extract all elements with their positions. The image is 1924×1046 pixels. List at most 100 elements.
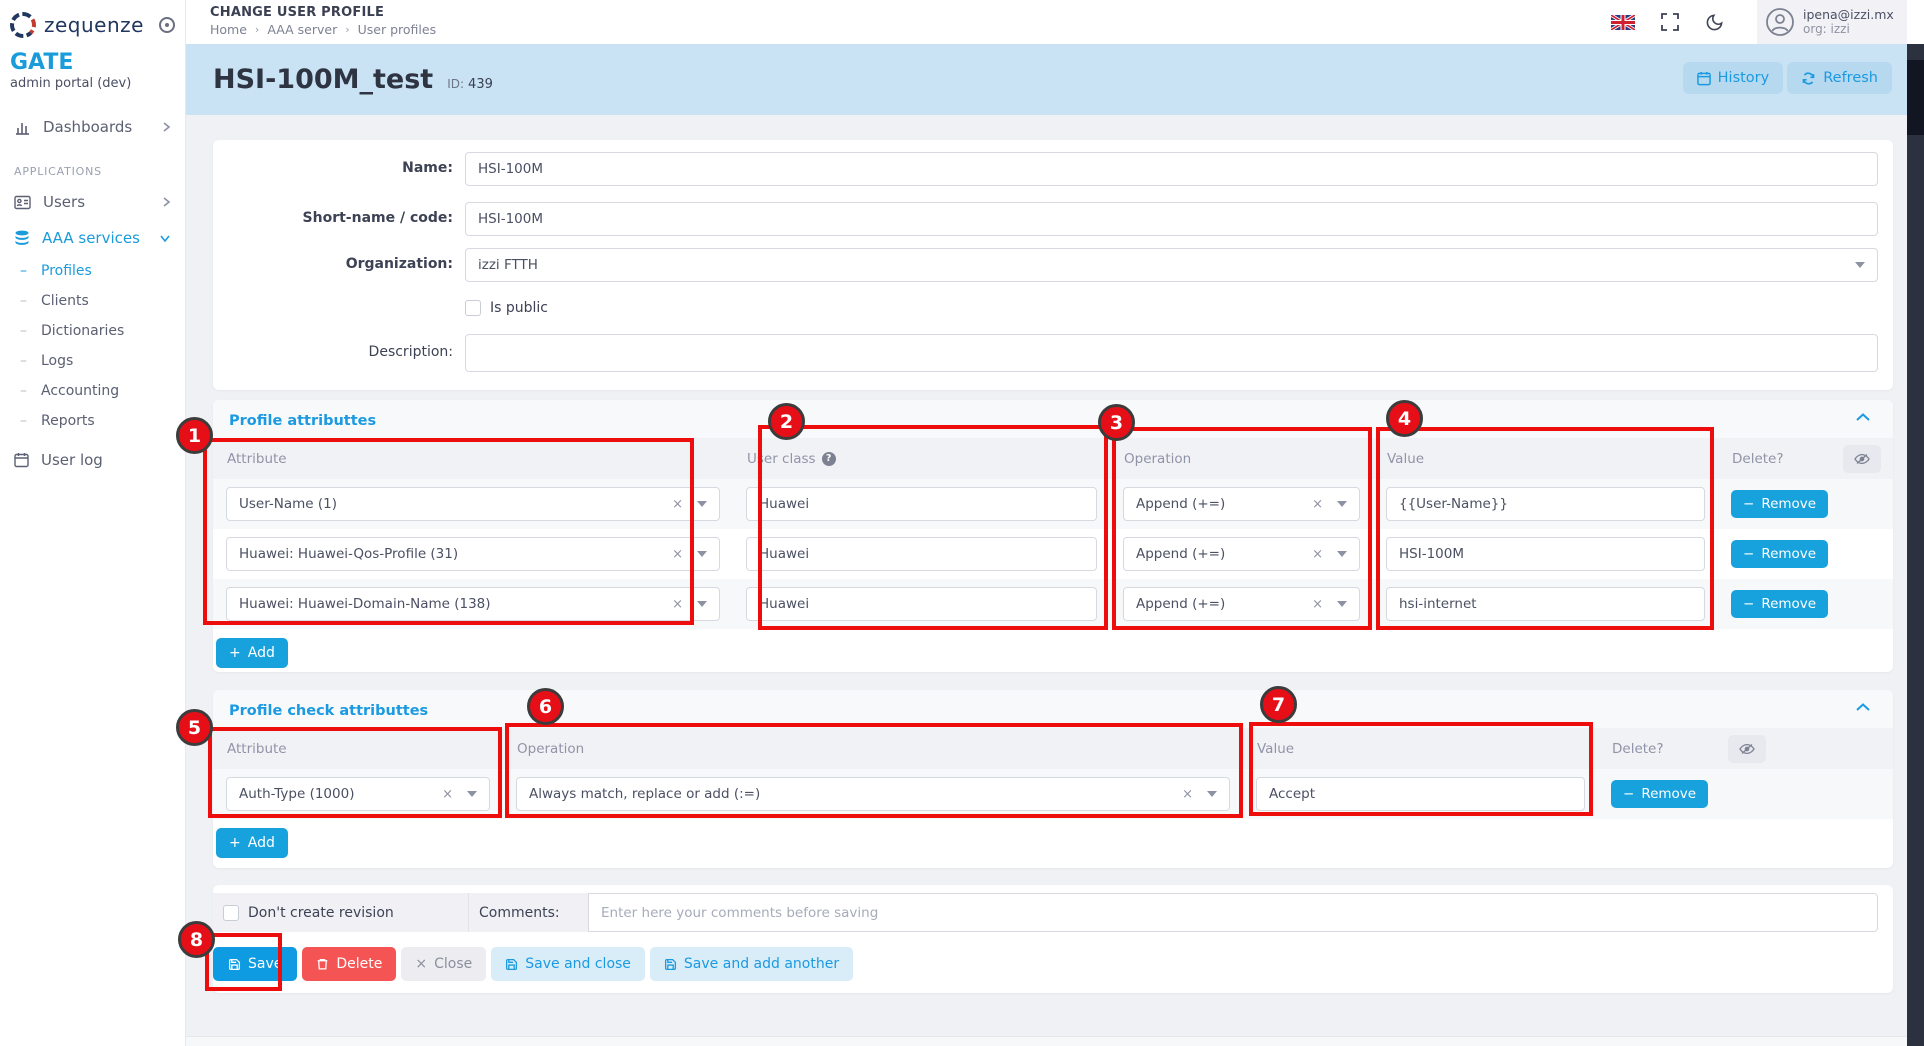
- operation-select[interactable]: Append (+=) ×: [1123, 537, 1360, 571]
- clear-icon[interactable]: ×: [672, 496, 683, 512]
- chevron-down-icon[interactable]: [697, 501, 707, 507]
- chevron-down-icon[interactable]: [697, 551, 707, 557]
- delete-button[interactable]: Delete: [302, 947, 397, 981]
- zequenze-ring-icon: [10, 12, 36, 38]
- moon-icon[interactable]: [1705, 13, 1724, 32]
- operation-select[interactable]: Append (+=) ×: [1123, 487, 1360, 521]
- sidebar-item-dashboards[interactable]: Dashboards: [0, 109, 185, 145]
- remove-button[interactable]: − Remove: [1611, 780, 1709, 808]
- profile-attributes-table: Attribute User class? Operation Value De…: [213, 438, 1893, 629]
- is-public-checkbox[interactable]: [465, 300, 481, 316]
- clear-icon[interactable]: ×: [1312, 596, 1323, 612]
- profile-check-attributes-card: Profile check attributtes Attribute Oper…: [213, 690, 1893, 868]
- add-check-attribute-button[interactable]: + Add: [216, 828, 288, 858]
- refresh-button[interactable]: Refresh: [1787, 62, 1892, 94]
- user-org: org: izzi: [1803, 22, 1850, 37]
- clear-icon[interactable]: ×: [1312, 496, 1323, 512]
- sidebar-item-profiles[interactable]: – Profiles: [0, 256, 185, 286]
- dont-create-revision-label: Don't create revision: [248, 904, 394, 921]
- chevron-down-icon[interactable]: [1207, 791, 1217, 797]
- close-button[interactable]: × Close: [401, 947, 487, 981]
- save-actions-card: Don't create revision Comments: Save Del…: [213, 885, 1893, 993]
- sidebar-item-accounting[interactable]: – Accounting: [0, 376, 185, 406]
- fullscreen-icon[interactable]: [1661, 13, 1679, 31]
- clear-icon[interactable]: ×: [672, 546, 683, 562]
- dont-create-revision-checkbox[interactable]: [223, 904, 239, 921]
- value-input[interactable]: {{User-Name}}: [1386, 487, 1705, 521]
- clear-icon[interactable]: ×: [1312, 546, 1323, 562]
- save-button[interactable]: Save: [213, 947, 298, 981]
- sidebar-item-dictionaries[interactable]: – Dictionaries: [0, 316, 185, 346]
- comments-input[interactable]: [588, 893, 1878, 932]
- add-attribute-button[interactable]: + Add: [216, 638, 288, 668]
- user-class-input[interactable]: Huawei: [746, 537, 1097, 571]
- breadcrumb-home[interactable]: Home: [210, 22, 247, 37]
- table-row: User-Name (1) × Huawei Append (+=) × {{Use…: [213, 479, 1893, 529]
- attribute-select[interactable]: User-Name (1) ×: [226, 487, 720, 521]
- clear-icon[interactable]: ×: [1182, 786, 1193, 802]
- short-name-input[interactable]: [465, 202, 1878, 236]
- user-menu[interactable]: ipena@izzi.mx org: izzi: [1757, 0, 1907, 44]
- toggle-visibility-button[interactable]: [1727, 734, 1766, 763]
- value-input[interactable]: hsi-internet: [1386, 587, 1705, 621]
- column-header-operation: Operation: [1124, 450, 1192, 467]
- sidebar-group-applications: APPLICATIONS: [14, 165, 102, 178]
- target-icon[interactable]: [159, 17, 175, 33]
- brand-logo[interactable]: zequenze: [0, 0, 185, 42]
- chevron-down-icon[interactable]: [1855, 262, 1865, 268]
- sidebar-item-aaa-services[interactable]: AAA services: [0, 220, 185, 256]
- scrollbar-thumb[interactable]: [1907, 60, 1924, 135]
- plus-icon: +: [229, 835, 241, 851]
- chevron-down-icon[interactable]: [467, 791, 477, 797]
- refresh-icon: [1802, 71, 1815, 85]
- description-input[interactable]: [465, 334, 1878, 372]
- profile-check-attributes-table: Attribute Operation Value Delete? Auth-T…: [213, 728, 1893, 819]
- save-and-add-another-button[interactable]: Save and add another: [649, 947, 854, 981]
- user-email: ipena@izzi.mx: [1803, 6, 1894, 22]
- toggle-visibility-button[interactable]: [1843, 444, 1881, 473]
- collapse-chevron-up-icon[interactable]: [1855, 702, 1871, 712]
- sidebar-item-reports[interactable]: – Reports: [0, 406, 185, 436]
- operation-select[interactable]: Append (+=) ×: [1123, 587, 1360, 621]
- profile-check-attributes-title: Profile check attributtes: [213, 690, 1893, 728]
- history-button[interactable]: History: [1682, 62, 1784, 94]
- minus-icon: −: [1743, 596, 1755, 612]
- value-input[interactable]: Accept: [1256, 777, 1585, 811]
- user-class-input[interactable]: Huawei: [746, 587, 1097, 621]
- attribute-select[interactable]: Auth-Type (1000) ×: [226, 777, 490, 811]
- name-input[interactable]: [465, 152, 1878, 186]
- clear-icon[interactable]: ×: [442, 786, 453, 802]
- page-heading: CHANGE USER PROFILE: [210, 5, 385, 20]
- value-input[interactable]: HSI-100M: [1386, 537, 1705, 571]
- breadcrumb-user-profiles[interactable]: User profiles: [357, 22, 437, 37]
- organization-label: Organization:: [345, 256, 453, 272]
- organization-select[interactable]: izzi FTTH: [465, 248, 1878, 282]
- attribute-select[interactable]: Huawei: Huawei-Qos-Profile (31) ×: [226, 537, 720, 571]
- chevron-down-icon[interactable]: [697, 601, 707, 607]
- chevron-down-icon[interactable]: [1337, 601, 1347, 607]
- remove-button[interactable]: − Remove: [1731, 490, 1829, 518]
- breadcrumb-separator: ›: [345, 23, 350, 36]
- uk-flag-icon[interactable]: [1611, 14, 1635, 30]
- chevron-down-icon[interactable]: [1337, 551, 1347, 557]
- sidebar-item-user-log[interactable]: User log: [0, 442, 185, 478]
- attribute-select[interactable]: Huawei: Huawei-Domain-Name (138) ×: [226, 587, 720, 621]
- info-icon[interactable]: ?: [821, 451, 836, 466]
- user-class-input[interactable]: Huawei: [746, 487, 1097, 521]
- sidebar-item-users[interactable]: Users: [0, 184, 185, 220]
- eye-off-icon: [1738, 743, 1755, 754]
- sidebar-item-clients[interactable]: – Clients: [0, 286, 185, 316]
- remove-button[interactable]: − Remove: [1731, 540, 1829, 568]
- breadcrumb-aaa-server[interactable]: AAA server: [267, 22, 338, 37]
- remove-button[interactable]: − Remove: [1731, 590, 1829, 618]
- sidebar-item-logs[interactable]: – Logs: [0, 346, 185, 376]
- operation-select[interactable]: Always match, replace or add (:=) ×: [516, 777, 1230, 811]
- save-and-close-button[interactable]: Save and close: [491, 947, 645, 981]
- avatar-icon: [1766, 8, 1794, 36]
- collapse-chevron-up-icon[interactable]: [1855, 412, 1871, 422]
- column-header-operation: Operation: [517, 740, 585, 757]
- chevron-down-icon[interactable]: [1337, 501, 1347, 507]
- save-icon: [228, 958, 241, 970]
- scrollbar-track[interactable]: [1907, 44, 1924, 1046]
- clear-icon[interactable]: ×: [672, 596, 683, 612]
